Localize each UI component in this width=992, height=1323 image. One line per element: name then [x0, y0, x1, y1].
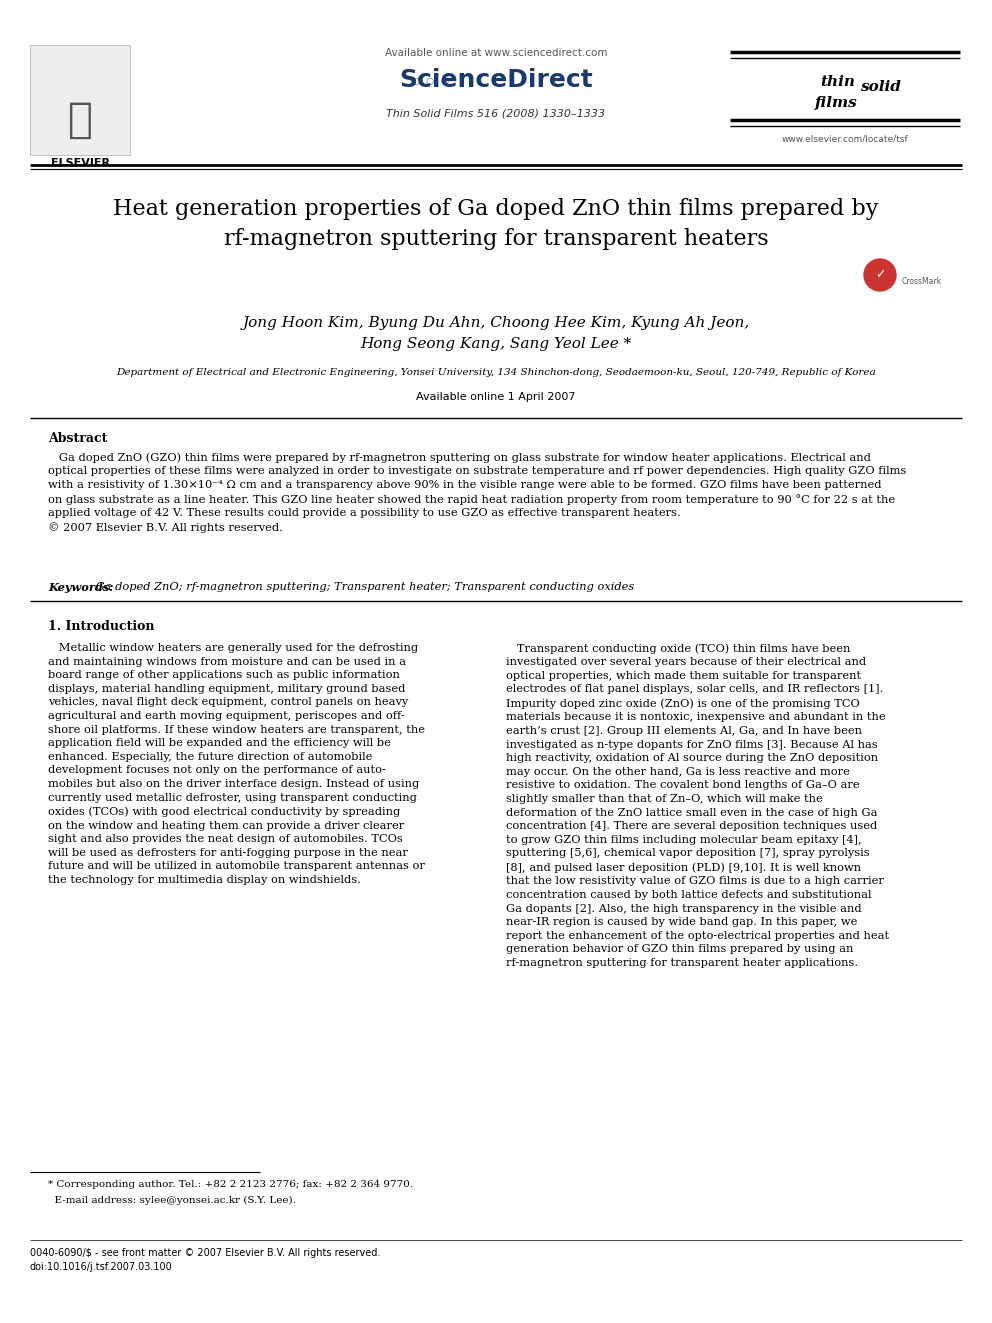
- Text: 1. Introduction: 1. Introduction: [48, 620, 155, 632]
- Text: ◦◦◦: ◦◦◦: [408, 71, 452, 97]
- Text: * Corresponding author. Tel.: +82 2 2123 2776; fax: +82 2 364 9770.: * Corresponding author. Tel.: +82 2 2123…: [48, 1180, 413, 1189]
- Text: Thin Solid Films 516 (2008) 1330–1333: Thin Solid Films 516 (2008) 1330–1333: [387, 108, 605, 118]
- Text: Available online 1 April 2007: Available online 1 April 2007: [417, 392, 575, 402]
- Text: ELSEVIER: ELSEVIER: [51, 157, 109, 168]
- Text: 🌳: 🌳: [67, 99, 92, 142]
- Text: CrossMark: CrossMark: [902, 277, 942, 286]
- Text: Heat generation properties of Ga doped ZnO thin films prepared by
rf-magnetron s: Heat generation properties of Ga doped Z…: [113, 198, 879, 250]
- Text: 0040-6090/$ - see front matter © 2007 Elsevier B.V. All rights reserved.: 0040-6090/$ - see front matter © 2007 El…: [30, 1248, 380, 1258]
- Text: Metallic window heaters are generally used for the defrosting
and maintaining wi: Metallic window heaters are generally us…: [48, 643, 425, 885]
- Circle shape: [864, 259, 896, 291]
- Text: thin: thin: [820, 75, 855, 89]
- Text: E-mail address: sylee@yonsei.ac.kr (S.Y. Lee).: E-mail address: sylee@yonsei.ac.kr (S.Y.…: [48, 1196, 296, 1205]
- Text: www.elsevier.com/locate/tsf: www.elsevier.com/locate/tsf: [782, 135, 909, 144]
- Text: ✓: ✓: [875, 269, 885, 282]
- Text: Ga doped ZnO (GZO) thin films were prepared by rf-magnetron sputtering on glass : Ga doped ZnO (GZO) thin films were prepa…: [48, 452, 907, 533]
- Text: ScienceDirect: ScienceDirect: [399, 67, 593, 93]
- Bar: [30, 45, 130, 155]
- Text: Keywords:: Keywords:: [48, 582, 113, 593]
- Text: doi:10.1016/j.tsf.2007.03.100: doi:10.1016/j.tsf.2007.03.100: [30, 1262, 173, 1271]
- Text: Transparent conducting oxide (TCO) thin films have been
investigated over severa: Transparent conducting oxide (TCO) thin …: [506, 643, 889, 968]
- Text: films: films: [815, 97, 858, 110]
- Text: Jong Hoon Kim, Byung Du Ahn, Choong Hee Kim, Kyung Ah Jeon,
Hong Seong Kang, San: Jong Hoon Kim, Byung Du Ahn, Choong Hee …: [242, 316, 750, 351]
- Text: Available online at www.sciencedirect.com: Available online at www.sciencedirect.co…: [385, 48, 607, 58]
- Text: Ga doped ZnO; rf-magnetron sputtering; Transparent heater; Transparent conductin: Ga doped ZnO; rf-magnetron sputtering; T…: [92, 582, 634, 591]
- Text: Department of Electrical and Electronic Engineering, Yonsei University, 134 Shin: Department of Electrical and Electronic …: [116, 368, 876, 377]
- Text: Abstract: Abstract: [48, 433, 107, 445]
- Text: solid: solid: [860, 79, 901, 94]
